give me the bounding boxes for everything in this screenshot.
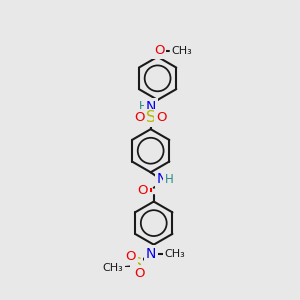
Text: N: N [146,100,156,114]
Text: O: O [135,111,145,124]
Text: H: H [139,100,147,113]
Text: CH₃: CH₃ [172,46,192,56]
Text: O: O [125,250,136,263]
Text: O: O [156,111,167,124]
Text: S: S [132,257,142,272]
Text: O: O [135,267,145,280]
Text: O: O [138,184,148,197]
Text: CH₃: CH₃ [164,249,185,259]
Text: CH₃: CH₃ [102,263,123,273]
Text: N: N [157,172,167,186]
Text: H: H [165,173,173,186]
Text: S: S [146,110,156,125]
Text: O: O [154,44,164,57]
Text: N: N [146,247,156,261]
